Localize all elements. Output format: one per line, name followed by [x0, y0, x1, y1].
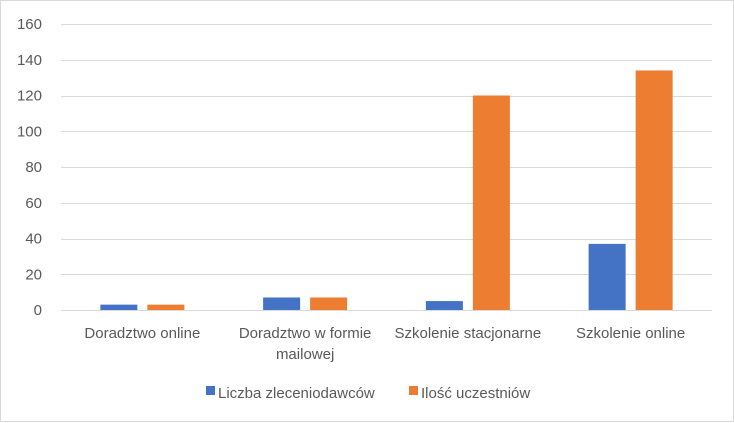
y-tick-label: 60 [25, 195, 42, 212]
legend: Liczba zleceniodawców Ilość uczestniów [206, 385, 530, 402]
bar-series1-cat0 [147, 304, 185, 310]
legend-label-series1: Ilość uczestniów [421, 385, 530, 402]
x-category-label: Szkolenie online [576, 325, 685, 342]
y-axis-tick-labels: 0 20 40 60 80 100 120 140 160 [17, 16, 42, 319]
y-tick-label: 0 [34, 302, 42, 319]
bars [100, 70, 673, 310]
y-tick-label: 160 [17, 16, 42, 33]
legend-swatch-series1 [409, 386, 418, 395]
x-category-label: Doradztwo w formie mailowej [239, 325, 372, 363]
bar-series1-cat3 [635, 70, 673, 310]
legend-swatch-series0 [206, 386, 215, 395]
x-category-label-line: Szkolenie stacjonarne [394, 325, 541, 342]
y-tick-label: 40 [25, 231, 42, 248]
bar-series0-cat2 [425, 301, 463, 310]
x-category-label-line: mailowej [276, 346, 334, 363]
gridlines [61, 24, 712, 275]
x-category-label-line: Doradztwo w formie [239, 325, 372, 342]
x-category-label-line: Szkolenie online [576, 325, 685, 342]
y-tick-label: 20 [25, 266, 42, 283]
bar-series1-cat2 [472, 95, 510, 310]
x-axis-category-labels: Doradztwo online Doradztwo w formie mailow… [84, 325, 685, 363]
y-tick-label: 80 [25, 159, 42, 176]
bar-series1-cat1 [310, 297, 348, 310]
legend-label-series0: Liczba zleceniodawców [218, 385, 375, 402]
y-tick-label: 140 [17, 52, 42, 69]
bar-series0-cat0 [100, 304, 138, 310]
x-category-label-line: Doradztwo online [84, 325, 200, 342]
x-category-label: Doradztwo online [84, 325, 200, 342]
x-category-label: Szkolenie stacjonarne [394, 325, 541, 342]
bar-series0-cat3 [588, 243, 626, 310]
bar-series0-cat1 [263, 297, 301, 310]
y-tick-label: 120 [17, 88, 42, 105]
y-tick-label: 100 [17, 123, 42, 140]
